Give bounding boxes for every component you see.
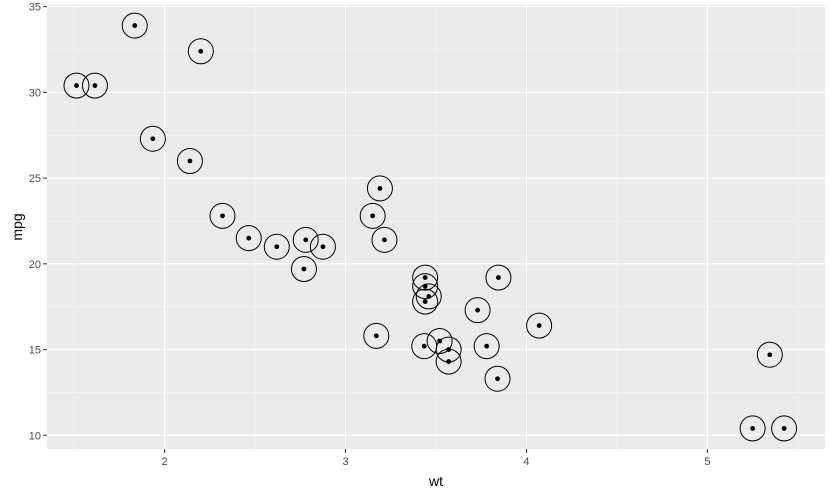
point-circle-overlay — [371, 226, 398, 253]
data-point — [496, 275, 501, 280]
x-axis-title: wt — [428, 473, 443, 489]
point-circle-overlay — [187, 38, 214, 65]
y-axis: 10 15 20 25 30 35 — [29, 2, 47, 442]
data-point — [437, 338, 443, 344]
data-point — [92, 83, 98, 88]
point-circle-overlay — [412, 288, 439, 315]
x-axis: 2 3 4 5 — [162, 449, 710, 468]
point-circle-overlay — [209, 202, 236, 229]
data-point — [187, 158, 193, 164]
point-circle-overlay — [363, 322, 390, 349]
point-circle-overlay — [292, 226, 319, 253]
data-point — [781, 426, 787, 431]
data-point — [220, 213, 225, 219]
data-point — [422, 275, 428, 280]
data-point — [446, 347, 452, 352]
data-point — [536, 323, 542, 328]
data-point — [377, 186, 383, 191]
point-circle-overlay — [290, 256, 317, 282]
point-circle-overlay — [309, 233, 336, 260]
major-gridlines — [47, 5, 825, 449]
y-tick-label: 35 — [29, 2, 41, 14]
point-circle-overlay — [63, 72, 90, 99]
y-tick-label: 25 — [29, 173, 41, 185]
y-tick-label: 15 — [29, 345, 41, 357]
point-circle-overlay — [485, 264, 512, 291]
data-point — [750, 426, 756, 431]
data-point — [767, 352, 773, 358]
data-point — [301, 266, 307, 272]
point-circle-overlay — [771, 415, 798, 442]
data-point — [421, 343, 427, 349]
data-point — [373, 333, 379, 339]
x-tick-label: 2 — [162, 456, 168, 468]
data-point — [475, 307, 481, 313]
point-circle-overlay — [526, 312, 553, 339]
data-points — [63, 12, 798, 442]
point-circle-overlay — [359, 202, 386, 229]
point-circle-overlay — [412, 264, 439, 291]
point-circle-overlay — [176, 148, 203, 174]
data-point — [426, 294, 432, 299]
data-point — [422, 283, 428, 289]
x-tick-label: 3 — [342, 456, 348, 468]
point-circle-overlay — [756, 341, 783, 368]
point-circle-overlay — [366, 175, 393, 202]
data-point — [370, 213, 376, 219]
point-circle-overlay — [139, 125, 166, 152]
data-point — [495, 376, 500, 382]
data-point — [446, 359, 452, 364]
data-point — [484, 343, 490, 349]
y-tick-label: 10 — [29, 430, 41, 442]
data-point — [274, 244, 280, 250]
point-circle-overlay — [235, 225, 262, 252]
y-tick-label: 20 — [29, 259, 41, 271]
data-point — [150, 136, 156, 142]
point-circle-overlay — [426, 328, 453, 354]
data-point — [132, 23, 138, 28]
data-point — [382, 237, 387, 243]
point-circle-overlay — [81, 72, 108, 99]
data-point — [198, 48, 204, 54]
point-circle-overlay — [739, 415, 766, 442]
x-tick-label: 4 — [523, 456, 529, 468]
point-circle-overlay — [473, 333, 500, 360]
data-point — [303, 237, 309, 243]
point-circle-overlay — [412, 273, 439, 300]
data-point — [246, 235, 252, 241]
data-point — [320, 244, 326, 250]
data-point — [74, 83, 79, 88]
y-axis-title: mpg — [9, 213, 25, 240]
data-point — [422, 299, 428, 304]
point-circle-overlay — [484, 365, 511, 392]
point-circle-overlay — [415, 283, 442, 310]
point-circle-overlay — [263, 233, 290, 260]
point-circle-overlay — [121, 12, 148, 39]
x-tick-label: 5 — [704, 456, 710, 468]
y-tick-label: 30 — [29, 87, 41, 99]
point-circle-overlay — [464, 297, 491, 324]
